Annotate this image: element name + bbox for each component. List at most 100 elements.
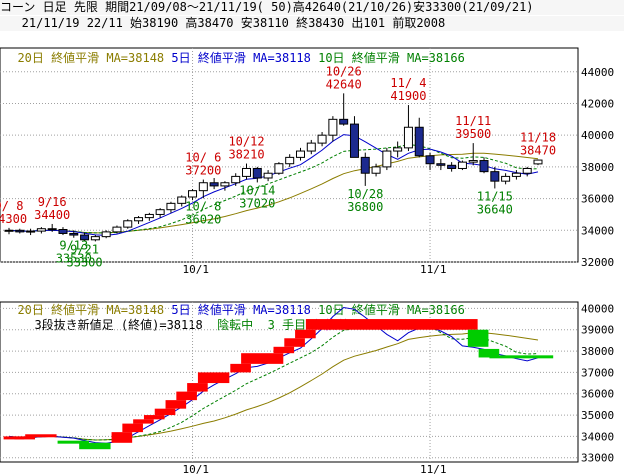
candle bbox=[177, 195, 187, 207]
ma-legend-5: 5日 終値平滑 MA=38118 bbox=[171, 51, 311, 65]
candle bbox=[382, 147, 392, 171]
candle-up-body bbox=[123, 220, 133, 228]
candle bbox=[490, 166, 500, 189]
brick-up bbox=[176, 391, 197, 401]
bottom-xtick-label: 11/1 bbox=[420, 463, 447, 475]
annotation-value: 37200 bbox=[185, 164, 221, 178]
brick-up bbox=[197, 372, 230, 384]
ma-legend-10: 10日 終値平滑 MA=38166 bbox=[318, 51, 465, 65]
brick-up bbox=[241, 353, 284, 364]
candle-up-body bbox=[166, 202, 176, 211]
reversal-basis: 3段抜き新値足 (終値)=38118 bbox=[34, 318, 203, 332]
annotation-value: 33300 bbox=[67, 255, 103, 269]
candle-down-body bbox=[490, 171, 500, 182]
candle bbox=[15, 228, 25, 234]
annotation-value: 41900 bbox=[390, 89, 426, 103]
top-ytick-label: 32000 bbox=[581, 256, 614, 269]
candle bbox=[155, 208, 165, 218]
brick-down bbox=[489, 355, 554, 359]
candle bbox=[533, 159, 543, 166]
candle-down-body bbox=[80, 234, 90, 241]
annotation-date: 11/ 4 bbox=[390, 76, 426, 90]
brick-up bbox=[133, 419, 154, 424]
annotation-date: 11/11 bbox=[455, 114, 491, 128]
candle bbox=[393, 141, 403, 158]
candle bbox=[26, 228, 36, 236]
candle bbox=[263, 170, 273, 182]
candle-down-body bbox=[436, 163, 446, 166]
candle bbox=[285, 154, 295, 167]
top-ytick-label: 36000 bbox=[581, 193, 614, 206]
candle bbox=[479, 157, 489, 174]
candle-up-body bbox=[511, 172, 521, 177]
brick-down bbox=[467, 329, 489, 347]
candle-up-body bbox=[90, 236, 100, 241]
top-xtick-label: 11/1 bbox=[420, 263, 447, 276]
candle bbox=[47, 223, 57, 232]
candle-up-body bbox=[274, 163, 284, 174]
candle-down-body bbox=[349, 123, 359, 158]
candle-up-body bbox=[317, 134, 327, 144]
candle bbox=[447, 162, 457, 172]
candle-down-body bbox=[339, 118, 349, 125]
candle-up-body bbox=[144, 213, 154, 219]
brick-up bbox=[230, 363, 251, 373]
candle-up-body bbox=[188, 190, 198, 198]
candle bbox=[90, 235, 100, 242]
candle-down-body bbox=[47, 228, 57, 231]
annotation-date: 9/13 bbox=[59, 239, 88, 253]
candle bbox=[403, 105, 413, 152]
reversal-count: 3 手目 bbox=[267, 318, 307, 332]
top-xtick-label: 10/1 bbox=[183, 263, 210, 276]
top-ytick-label: 38000 bbox=[581, 161, 614, 174]
bottom-ytick-label: 33000 bbox=[581, 452, 614, 465]
annotation-date: 11/15 bbox=[477, 189, 513, 203]
brick-up bbox=[154, 408, 176, 416]
brick-up bbox=[165, 400, 187, 409]
header-line-1: コーン 日足 先限 期間21/09/08～21/11/19( 50)高42640… bbox=[0, 0, 624, 15]
candle-up-body bbox=[295, 150, 305, 158]
annotation-date: 9/16 bbox=[38, 195, 67, 209]
top-ma20-line bbox=[8, 152, 539, 234]
candle-down-body bbox=[425, 155, 435, 165]
candle-up-body bbox=[26, 230, 36, 233]
reversal-pivot: 転換値 : 39131 bbox=[313, 318, 408, 332]
reversal-info: 3段抜き新値足 (終値)=38118 陰転中 3 手目 転換値 : 39131 bbox=[20, 304, 407, 332]
bottom-ytick-label: 37000 bbox=[581, 366, 614, 379]
header-line-2-text: 21/11/19 22/11 始38190 高38470 安38110 終384… bbox=[0, 16, 446, 30]
candle bbox=[360, 152, 370, 186]
bottom-xtick-label: 10/1 bbox=[183, 463, 210, 475]
candle bbox=[522, 166, 532, 177]
candle bbox=[134, 216, 144, 224]
candle bbox=[306, 139, 316, 155]
candle-up-body bbox=[36, 228, 46, 232]
annotation-value: 33530 bbox=[56, 252, 92, 266]
bottom-ytick-label: 39000 bbox=[581, 324, 614, 337]
candle bbox=[425, 152, 435, 171]
candle-up-body bbox=[220, 182, 230, 187]
candle-up-body bbox=[155, 209, 165, 215]
candle bbox=[468, 143, 478, 166]
candle-up-body bbox=[457, 161, 467, 169]
candle-down-body bbox=[414, 126, 424, 157]
candle bbox=[242, 163, 252, 180]
peak-annotation: 9/ 834300 bbox=[0, 199, 27, 226]
top-ytick-label: 34000 bbox=[581, 224, 614, 237]
candle-down-body bbox=[479, 160, 489, 173]
candle-up-body bbox=[177, 196, 187, 204]
annotation-value: 34400 bbox=[34, 208, 70, 222]
bottom-ma20-line bbox=[8, 332, 539, 441]
candle-up-body bbox=[403, 126, 413, 149]
annotation-date: 10/ 6 bbox=[185, 151, 221, 165]
bottom-ytick-label: 36000 bbox=[581, 388, 614, 401]
candle-up-body bbox=[501, 175, 511, 182]
annotation-value: 37020 bbox=[239, 196, 275, 210]
